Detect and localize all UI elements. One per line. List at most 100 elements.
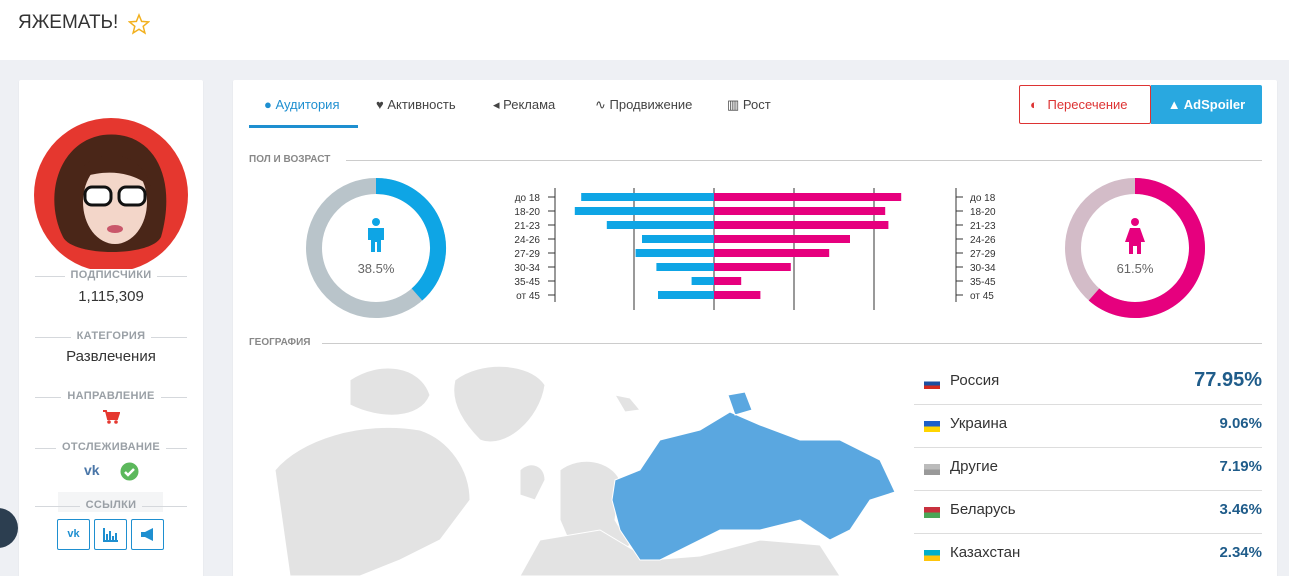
flag-icon (924, 421, 940, 432)
avatar-glasses (83, 185, 113, 207)
chat-circle (0, 508, 18, 548)
age-label: 30-34 (514, 263, 540, 274)
flag-icon (924, 464, 940, 475)
map-land (453, 365, 546, 443)
vk-icon[interactable]: vk (84, 462, 100, 478)
world-map (274, 365, 841, 576)
label-text: НАПРАВЛЕНИЕ (61, 390, 161, 402)
tab-text: Аудитория (275, 97, 340, 112)
flag-icon (924, 550, 940, 561)
age-label: 18-20 (514, 207, 540, 218)
label-text: КАТЕГОРИЯ (70, 330, 152, 342)
tab-text: Активность (387, 97, 456, 112)
person-icon (368, 228, 384, 252)
tab[interactable]: ◂ Реклама (493, 97, 556, 112)
map-land (614, 394, 641, 413)
direction-label: НАПРАВЛЕНИЕ (19, 390, 203, 402)
check-mark (124, 468, 135, 477)
label-text: ОТСЛЕЖИВАНИЕ (56, 441, 166, 453)
section-rule (322, 343, 1262, 344)
female-bar (714, 263, 791, 271)
country-share: 9.06% (1219, 415, 1262, 432)
bars-icon (103, 528, 118, 542)
chat-widget[interactable] (0, 506, 20, 550)
button-text: Пересечение (1047, 97, 1128, 112)
avatar-face (83, 160, 147, 244)
vk-link-button[interactable]: vk (57, 519, 90, 550)
age-label: 27-29 (970, 249, 996, 260)
male-bar (691, 277, 714, 285)
map-land (519, 464, 546, 501)
star-icon (128, 13, 150, 35)
male-bar (635, 249, 714, 257)
favorite-star[interactable] (128, 13, 150, 35)
label-text: ПОДПИСЧИКИ (64, 269, 158, 281)
female-bar (714, 277, 742, 285)
avatar (34, 118, 188, 272)
age-label: 27-29 (514, 249, 540, 260)
country-name: Другие (950, 458, 999, 475)
cart-wheel (107, 420, 111, 424)
male-bar (656, 263, 714, 271)
country-share: 3.46% (1219, 501, 1262, 518)
tab[interactable]: ▥ Рост (727, 97, 771, 112)
label-text: ССЫЛКИ (79, 499, 143, 511)
female-bar (714, 235, 850, 243)
age-label: 35-45 (514, 277, 540, 288)
stats-link-button[interactable] (94, 519, 127, 550)
row-separator (914, 533, 1262, 534)
female-bar (714, 193, 902, 201)
row-separator (914, 490, 1262, 491)
section-title: ПОЛ И ВОЗРАСТ (249, 154, 331, 165)
country-name: Беларусь (950, 501, 1016, 518)
cart-wheel (114, 420, 118, 424)
age-label: до 18 (970, 193, 996, 204)
check-circle (120, 462, 139, 481)
map-russia (611, 391, 896, 561)
donut-arc (1088, 178, 1205, 318)
subscribers-label: ПОДПИСЧИКИ (19, 269, 203, 281)
category-value: Развлечения (66, 348, 156, 365)
megaphone-icon (141, 528, 153, 541)
tab[interactable]: ♥ Активность (376, 97, 456, 112)
age-label: от 45 (516, 291, 540, 302)
age-label: 35-45 (970, 277, 996, 288)
age-label: 30-34 (970, 263, 996, 274)
subscribers-value: 1,115,309 (78, 288, 144, 305)
row-separator (914, 404, 1262, 405)
tracking-label: ОТСЛЕЖИВАНИЕ (19, 441, 203, 453)
adspoiler-button[interactable]: ▲ AdSpoiler (1151, 85, 1262, 124)
tab-active[interactable]: ● Аудитория (264, 97, 340, 112)
person-icon (1125, 228, 1145, 254)
country-name: Украина (950, 415, 1008, 432)
male-bar (658, 291, 714, 299)
age-label: 18-20 (970, 207, 996, 218)
tab-underline (249, 125, 358, 128)
age-label: 21-23 (514, 221, 540, 232)
ads-link-button[interactable] (131, 519, 164, 550)
female-bar (714, 207, 886, 215)
avatar-glasses (117, 185, 147, 207)
section-rule (346, 160, 1262, 161)
intersection-button[interactable]: ◐ Пересечение (1019, 85, 1151, 124)
page-title: ЯЖЕМАТЬ! (18, 12, 119, 33)
section-title: ГЕОГРАФИЯ (249, 337, 311, 348)
country-share: 77.95% (1194, 369, 1262, 391)
country-name: Казахстан (950, 544, 1021, 561)
category-label: КАТЕГОРИЯ (19, 330, 203, 342)
female-bar (714, 249, 830, 257)
tab-text: Рост (742, 97, 771, 112)
country-share: 7.19% (1219, 458, 1262, 475)
links-label: ССЫЛКИ (19, 499, 203, 511)
row-separator (914, 447, 1262, 448)
avatar-bangs (83, 155, 151, 187)
tab[interactable]: ∿ Продвижение (595, 97, 693, 112)
check-icon (120, 462, 139, 481)
tab-text: Продвижение (609, 97, 693, 112)
flag-icon (924, 507, 940, 518)
donut-label: 61.5% (1117, 261, 1154, 276)
male-bar (581, 193, 714, 201)
button-text: AdSpoiler (1183, 97, 1246, 112)
